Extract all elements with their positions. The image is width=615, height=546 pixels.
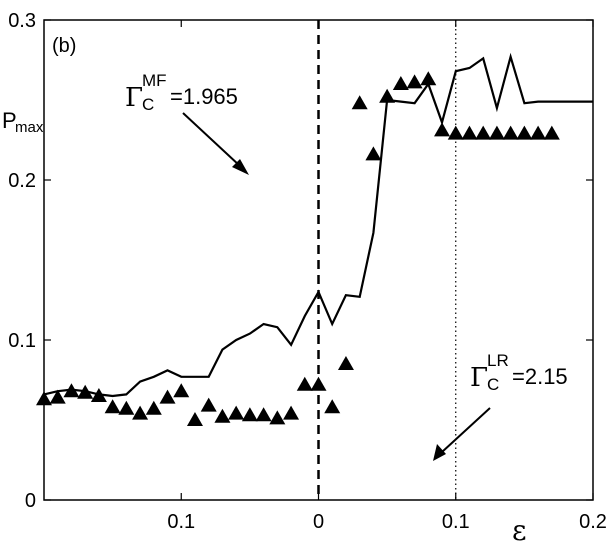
triangle-marker	[310, 376, 327, 391]
y-tick-label: 0.3	[8, 10, 36, 32]
annotation-gamma-lr-arrowhead	[433, 444, 446, 461]
x-tick-label: 0.1	[167, 511, 195, 533]
annotation-gamma-lr-arrow	[441, 407, 491, 453]
triangle-marker	[269, 410, 286, 425]
annotation-gamma-mf-value: =1.965	[170, 84, 238, 109]
annotation-gamma-lr-value: =2.15	[512, 364, 568, 389]
triangle-marker	[516, 125, 533, 140]
triangle-marker	[49, 389, 66, 404]
triangle-marker	[502, 125, 519, 140]
x-tick-label: 0.2	[579, 511, 607, 533]
triangle-marker	[420, 71, 437, 86]
x-tick-label: 0	[313, 511, 324, 533]
triangle-marker	[36, 391, 52, 406]
triangle-marker	[406, 74, 423, 89]
triangle-marker	[379, 88, 396, 103]
triangle-marker	[214, 408, 231, 423]
annotation-gamma-lr-sup: LR	[487, 351, 509, 370]
x-axis-label: ε	[512, 514, 527, 546]
triangle-marker	[447, 125, 464, 140]
triangle-marker	[365, 146, 382, 161]
y-axis-label-main: P	[2, 108, 17, 133]
triangle-marker	[118, 400, 135, 415]
x-tick-label: 0.1	[442, 511, 470, 533]
x-ticks: 0.1 0 0.1 0.2	[167, 20, 607, 533]
triangle-marker	[351, 95, 368, 110]
annotation-gamma-mf-arrow	[182, 112, 241, 167]
annotation-gamma-mf: Γ MF C =1.965	[125, 71, 249, 175]
triangle-marker	[77, 384, 94, 399]
triangle-marker	[434, 122, 451, 137]
triangle-marker	[104, 399, 121, 414]
triangle-marker	[159, 389, 176, 404]
triangle-marker	[488, 125, 505, 140]
triangle-marker	[543, 125, 560, 140]
triangle-marker	[255, 407, 272, 422]
triangle-marker	[392, 76, 409, 90]
y-tick-label: 0.2	[8, 170, 36, 192]
triangle-marker	[461, 125, 478, 140]
annotation-gamma-mf-sup: MF	[142, 71, 167, 90]
triangle-marker	[90, 388, 107, 402]
triangle-marker	[296, 376, 313, 391]
annotation-gamma-mf-symbol: Γ	[125, 83, 143, 113]
y-tick-label: 0.1	[8, 330, 36, 352]
triangle-marker	[200, 397, 217, 412]
triangle-marker	[283, 405, 300, 420]
triangle-marker	[337, 356, 354, 370]
triangle-markers	[36, 71, 560, 426]
triangle-marker	[63, 383, 80, 398]
annotation-gamma-lr: Γ LR C =2.15	[433, 351, 568, 461]
y-axis-label: P max	[2, 108, 44, 136]
annotation-gamma-mf-arrowhead	[232, 159, 249, 175]
y-ticks: 0 0.1 0.2 0.3	[8, 10, 593, 512]
triangle-marker	[228, 405, 245, 420]
triangle-marker	[132, 405, 149, 420]
triangle-marker	[173, 383, 190, 398]
annotation-gamma-lr-sub: C	[487, 375, 499, 394]
triangle-marker	[530, 125, 547, 140]
y-axis-label-sub: max	[15, 119, 44, 136]
triangle-marker	[475, 125, 492, 140]
triangle-marker	[145, 400, 162, 415]
triangle-marker	[241, 407, 258, 422]
series-line	[43, 52, 593, 398]
annotation-gamma-mf-sub: C	[142, 95, 154, 114]
y-tick-label: 0	[25, 490, 36, 512]
annotation-gamma-lr-symbol: Γ	[470, 363, 488, 393]
triangle-marker	[324, 399, 341, 414]
panel-label: (b)	[52, 35, 76, 57]
triangle-marker	[186, 412, 203, 426]
